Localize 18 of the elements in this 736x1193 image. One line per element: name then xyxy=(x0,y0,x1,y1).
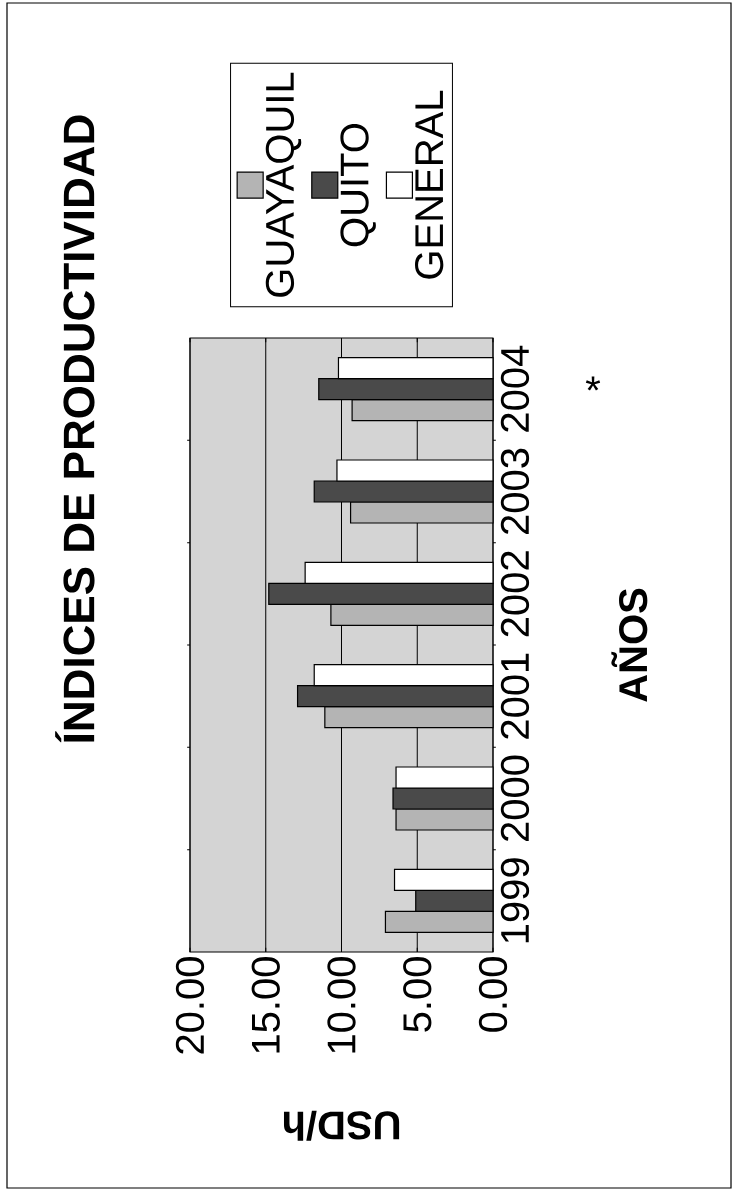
x-axis-title: USD/h xyxy=(283,1110,400,1141)
y-tick-label: 2002 xyxy=(500,551,530,637)
x-tick-label: 5.00 xyxy=(403,957,432,1032)
x-tick-label: 10.00 xyxy=(327,957,356,1053)
y-tick-label: 2003 xyxy=(500,448,530,534)
x-tick-label: 15.00 xyxy=(251,957,280,1053)
y-axis-title: AÑOS xyxy=(611,588,648,702)
legend-label: QUITO xyxy=(340,124,376,247)
x-tick-label: 0.00 xyxy=(478,957,508,1032)
legend-label: GENERAL xyxy=(415,90,444,279)
y-tick-label: 1999 xyxy=(500,858,530,943)
y-tick-label: 2001 xyxy=(500,653,530,739)
y-tick-label: 2004 xyxy=(500,345,530,432)
text: * xyxy=(585,376,601,391)
x-tick-label: 20.00 xyxy=(175,957,205,1054)
text: ÍNDICES DE PRODUCTIVIDAD xyxy=(55,115,95,743)
y-tick-label: 2000 xyxy=(500,755,530,841)
legend-label: GUAYAQUIL xyxy=(265,72,302,297)
